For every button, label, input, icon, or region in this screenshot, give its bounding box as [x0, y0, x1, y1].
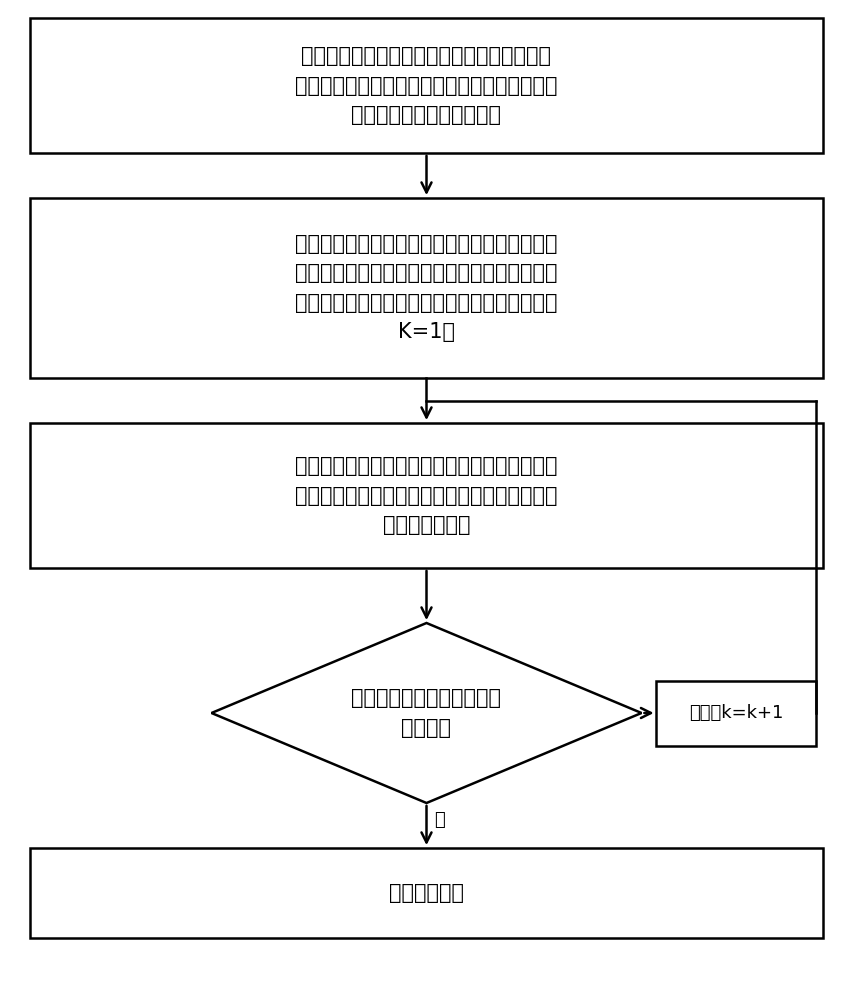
Text: 频谱分配结束: 频谱分配结束 — [389, 883, 463, 903]
Text: 判断是否接收到停止扫描频
谱的命令: 判断是否接收到停止扫描频 谱的命令 — [351, 688, 501, 738]
Text: 在初始时刻，将扫描到的频谱进行划分得到多
个信道，并将所述信道按照从小到大的升序顺序
构建一个单支二叉排序树；: 在初始时刻，将扫描到的频谱进行划分得到多 个信道，并将所述信道按照从小到大的升序… — [295, 46, 557, 125]
Bar — [30, 18, 822, 153]
Bar — [30, 423, 822, 568]
Text: 对频谱进行扫描；根据扫描后频谱的变化对二叉
排序树进行更新，同时根据次用户的变化重新进
行信道的分配；: 对频谱进行扫描；根据扫描后频谱的变化对二叉 排序树进行更新，同时根据次用户的变化… — [295, 456, 557, 535]
Bar — [30, 198, 822, 378]
Bar — [30, 848, 822, 938]
Text: 是: 是 — [434, 811, 445, 829]
Text: 否，令k=k+1: 否，令k=k+1 — [688, 704, 783, 722]
Text: 根据系统吞吐量最大的目标，利用分配算法对用
户进行信道分配，获取分配矩阵，并根据所述分
配矩阵更新二叉排序树上每个节点上的用户，令
K=1；: 根据系统吞吐量最大的目标，利用分配算法对用 户进行信道分配，获取分配矩阵，并根据… — [295, 234, 557, 342]
Polygon shape — [211, 623, 641, 803]
Bar — [656, 680, 815, 746]
